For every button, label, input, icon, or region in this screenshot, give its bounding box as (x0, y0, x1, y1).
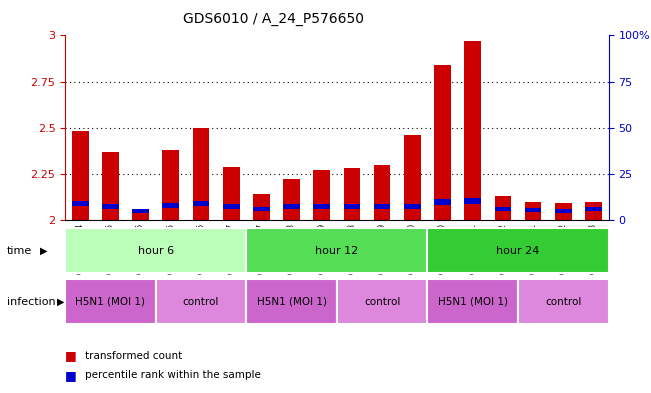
Text: H5N1 (MOI 1): H5N1 (MOI 1) (256, 297, 327, 307)
Bar (283, 204, 300, 209)
Bar (525, 208, 542, 212)
Bar (65, 279, 156, 324)
Bar (555, 204, 572, 220)
Text: ▶: ▶ (57, 297, 65, 307)
Bar (193, 128, 210, 220)
Bar (253, 207, 270, 211)
Text: H5N1 (MOI 1): H5N1 (MOI 1) (76, 297, 145, 307)
Bar (102, 204, 118, 209)
Text: percentile rank within the sample: percentile rank within the sample (85, 370, 260, 380)
Text: control: control (183, 297, 219, 307)
Text: H5N1 (MOI 1): H5N1 (MOI 1) (437, 297, 508, 307)
Bar (555, 209, 572, 213)
Text: hour 12: hour 12 (315, 246, 359, 255)
Bar (72, 201, 89, 206)
Bar (337, 279, 428, 324)
Bar (314, 204, 330, 209)
Bar (404, 135, 421, 220)
Text: ▶: ▶ (40, 246, 48, 256)
Bar (163, 203, 179, 208)
Bar (374, 204, 391, 209)
Bar (464, 41, 481, 220)
Bar (518, 279, 609, 324)
Bar (132, 211, 149, 220)
Bar (428, 279, 518, 324)
Text: control: control (364, 297, 400, 307)
Bar (223, 204, 240, 209)
Bar (464, 198, 481, 204)
Bar (525, 202, 542, 220)
Bar (253, 194, 270, 220)
Bar (495, 196, 511, 220)
Text: control: control (545, 297, 581, 307)
Bar (585, 207, 602, 211)
Bar (404, 204, 421, 209)
Bar (434, 199, 451, 205)
Text: ■: ■ (65, 369, 77, 382)
Bar (428, 228, 609, 273)
Bar (156, 279, 246, 324)
Text: time: time (7, 246, 32, 256)
Bar (374, 165, 391, 220)
Bar (132, 209, 149, 213)
Bar (72, 131, 89, 220)
Text: hour 24: hour 24 (497, 246, 540, 255)
Bar (163, 150, 179, 220)
Bar (65, 228, 246, 273)
Bar (246, 279, 337, 324)
Bar (193, 201, 210, 206)
Bar (246, 228, 428, 273)
Bar (344, 204, 360, 209)
Bar (283, 180, 300, 220)
Text: GDS6010 / A_24_P576650: GDS6010 / A_24_P576650 (183, 12, 364, 26)
Bar (434, 65, 451, 220)
Bar (223, 167, 240, 220)
Text: hour 6: hour 6 (137, 246, 174, 255)
Text: ■: ■ (65, 349, 77, 362)
Bar (495, 207, 511, 211)
Bar (314, 170, 330, 220)
Text: transformed count: transformed count (85, 351, 182, 361)
Text: infection: infection (7, 297, 55, 307)
Bar (344, 168, 360, 220)
Bar (102, 152, 118, 220)
Bar (585, 202, 602, 220)
